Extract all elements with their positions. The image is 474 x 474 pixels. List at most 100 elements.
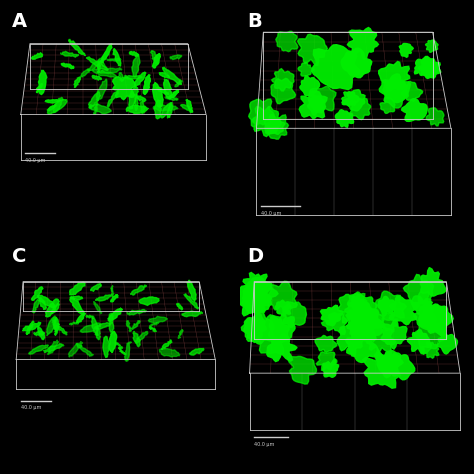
Polygon shape (80, 69, 90, 77)
Polygon shape (267, 334, 297, 362)
Polygon shape (374, 351, 403, 378)
Polygon shape (44, 344, 64, 353)
Polygon shape (132, 54, 140, 77)
Polygon shape (338, 293, 365, 323)
Polygon shape (379, 74, 410, 103)
Polygon shape (337, 325, 365, 356)
Polygon shape (74, 77, 81, 88)
Polygon shape (47, 100, 67, 114)
Polygon shape (170, 55, 182, 60)
Polygon shape (60, 51, 79, 57)
Polygon shape (96, 79, 107, 100)
Polygon shape (299, 91, 327, 118)
Polygon shape (162, 340, 172, 349)
Polygon shape (48, 340, 58, 355)
Polygon shape (70, 322, 78, 325)
Polygon shape (127, 310, 146, 315)
Polygon shape (316, 352, 337, 371)
Polygon shape (111, 295, 118, 302)
Polygon shape (46, 299, 59, 317)
Polygon shape (126, 105, 148, 113)
Polygon shape (134, 72, 146, 87)
Polygon shape (140, 101, 145, 114)
Polygon shape (38, 71, 47, 94)
Polygon shape (275, 300, 291, 316)
Polygon shape (323, 360, 338, 377)
Polygon shape (96, 328, 100, 340)
Polygon shape (381, 319, 407, 349)
Polygon shape (159, 349, 180, 357)
Polygon shape (165, 96, 178, 100)
Text: C: C (11, 247, 26, 266)
Polygon shape (265, 115, 289, 139)
Polygon shape (320, 305, 343, 326)
Polygon shape (143, 75, 150, 95)
Polygon shape (186, 100, 192, 113)
Polygon shape (309, 86, 336, 113)
Polygon shape (426, 108, 444, 126)
Polygon shape (378, 296, 396, 316)
Polygon shape (99, 60, 107, 68)
Polygon shape (379, 62, 410, 91)
Polygon shape (148, 316, 167, 323)
Polygon shape (347, 292, 367, 310)
Polygon shape (94, 322, 112, 329)
Polygon shape (88, 57, 103, 71)
Polygon shape (411, 292, 431, 311)
Polygon shape (387, 354, 415, 380)
Polygon shape (421, 342, 439, 358)
Polygon shape (178, 329, 183, 338)
Polygon shape (315, 336, 337, 353)
Polygon shape (249, 99, 274, 127)
Polygon shape (366, 324, 396, 353)
Polygon shape (28, 345, 48, 354)
Polygon shape (76, 343, 93, 356)
Polygon shape (420, 267, 446, 296)
Text: A: A (11, 11, 27, 31)
Polygon shape (335, 109, 354, 127)
Polygon shape (414, 59, 430, 75)
Polygon shape (283, 302, 307, 328)
Polygon shape (163, 67, 182, 85)
Polygon shape (116, 342, 123, 348)
Polygon shape (129, 86, 138, 109)
Polygon shape (96, 295, 113, 301)
Polygon shape (269, 314, 295, 342)
Text: B: B (247, 11, 262, 31)
Polygon shape (133, 331, 140, 346)
Polygon shape (167, 102, 173, 118)
Polygon shape (419, 56, 441, 78)
Polygon shape (414, 306, 436, 329)
Polygon shape (55, 323, 59, 335)
Polygon shape (347, 27, 378, 59)
Polygon shape (52, 317, 56, 331)
Polygon shape (107, 58, 121, 61)
Polygon shape (353, 294, 377, 319)
Polygon shape (413, 296, 434, 317)
Polygon shape (400, 44, 413, 57)
Polygon shape (243, 273, 268, 297)
Polygon shape (34, 331, 45, 336)
Polygon shape (383, 78, 409, 108)
Polygon shape (308, 95, 324, 116)
Polygon shape (401, 99, 427, 121)
Polygon shape (311, 45, 360, 90)
Polygon shape (241, 309, 274, 344)
Polygon shape (23, 322, 41, 331)
Text: D: D (247, 247, 264, 266)
Polygon shape (135, 331, 148, 343)
Text: 40.0 μm: 40.0 μm (261, 210, 282, 216)
Polygon shape (184, 293, 199, 309)
Polygon shape (267, 281, 297, 313)
Polygon shape (38, 326, 45, 340)
Polygon shape (153, 54, 160, 68)
Polygon shape (403, 274, 434, 306)
Polygon shape (108, 89, 119, 107)
Polygon shape (111, 286, 114, 295)
Polygon shape (125, 342, 131, 361)
Polygon shape (94, 301, 101, 314)
Text: 40.0 μm: 40.0 μm (254, 442, 274, 447)
Polygon shape (426, 40, 438, 52)
Polygon shape (164, 79, 172, 99)
Polygon shape (341, 48, 372, 78)
